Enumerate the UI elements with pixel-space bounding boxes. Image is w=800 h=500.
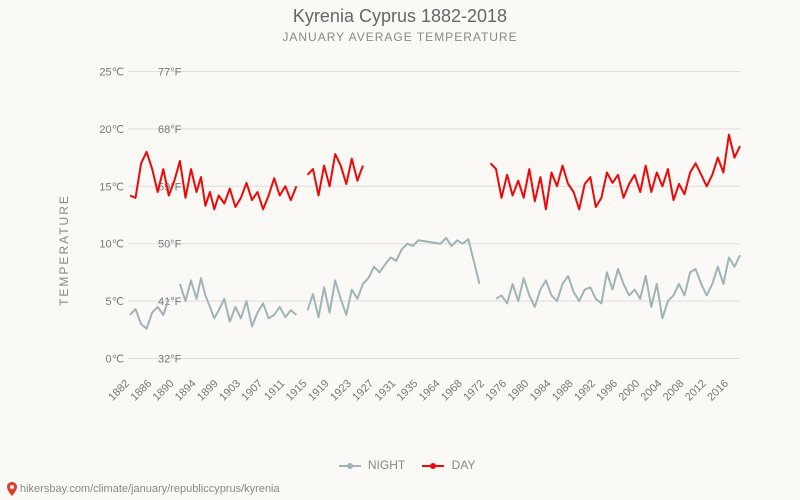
svg-text:1988: 1988 (550, 378, 576, 404)
svg-text:1976: 1976 (483, 378, 509, 404)
legend-swatch-night (339, 465, 361, 467)
svg-text:1927: 1927 (350, 378, 376, 404)
chart-subtitle: JANUARY AVERAGE TEMPERATURE (0, 30, 800, 44)
svg-text:2004: 2004 (639, 378, 665, 404)
legend-swatch-day (422, 465, 444, 467)
svg-text:41°F: 41°F (158, 296, 182, 308)
svg-text:1911: 1911 (262, 378, 287, 403)
y-axis-label: TEMPERATURE (57, 194, 71, 306)
svg-text:1894: 1894 (173, 378, 199, 404)
svg-text:1903: 1903 (217, 378, 243, 404)
climate-chart: Kyrenia Cyprus 1882-2018 JANUARY AVERAGE… (0, 0, 800, 500)
svg-text:1882: 1882 (106, 378, 132, 404)
svg-text:1992: 1992 (572, 378, 598, 404)
svg-text:20℃: 20℃ (99, 124, 124, 136)
svg-text:2000: 2000 (617, 378, 643, 404)
chart-title: Kyrenia Cyprus 1882-2018 (0, 6, 800, 27)
legend-label-night: NIGHT (368, 458, 405, 472)
location-pin-icon (6, 482, 18, 496)
series-day (130, 135, 740, 210)
svg-text:50°F: 50°F (158, 239, 182, 251)
svg-text:1915: 1915 (284, 378, 310, 404)
svg-text:1935: 1935 (395, 378, 421, 404)
y-axis-left: 0℃ 5℃ 10℃ 15℃ 20℃ 25℃ (99, 66, 124, 365)
svg-text:77°F: 77°F (158, 66, 182, 78)
svg-text:15℃: 15℃ (99, 181, 124, 193)
svg-text:1972: 1972 (461, 378, 487, 404)
svg-text:32°F: 32°F (158, 354, 182, 366)
series-night (130, 238, 740, 329)
svg-text:1899: 1899 (195, 378, 221, 404)
gridlines (128, 71, 740, 358)
series-group (130, 135, 740, 329)
svg-text:1964: 1964 (417, 378, 443, 404)
svg-text:5℃: 5℃ (106, 296, 124, 308)
svg-text:10℃: 10℃ (99, 239, 124, 251)
svg-text:1996: 1996 (594, 378, 620, 404)
svg-text:1968: 1968 (439, 378, 465, 404)
svg-text:1907: 1907 (239, 378, 265, 404)
footer-text: hikersbay.com/climate/january/republiccy… (20, 483, 280, 495)
plot-area: 0℃5℃10℃15℃20℃25℃ 32°F41°F50°F59°F68°F77°… (80, 55, 780, 425)
svg-text:2008: 2008 (661, 378, 687, 404)
legend: NIGHT DAY (0, 458, 800, 472)
svg-text:1980: 1980 (506, 378, 532, 404)
legend-label-day: DAY (452, 458, 476, 472)
svg-text:2012: 2012 (683, 378, 709, 404)
svg-text:2016: 2016 (705, 378, 731, 404)
svg-text:1984: 1984 (528, 378, 554, 404)
svg-text:68°F: 68°F (158, 124, 182, 136)
svg-text:0℃: 0℃ (106, 354, 124, 366)
svg-text:1886: 1886 (129, 378, 155, 404)
svg-text:1931: 1931 (373, 378, 399, 404)
svg-text:1923: 1923 (328, 378, 354, 404)
svg-text:1890: 1890 (151, 378, 177, 404)
svg-text:1919: 1919 (306, 378, 332, 404)
footer: hikersbay.com/climate/january/republiccy… (6, 482, 280, 496)
x-axis: 1882188618901894189919031907191119151919… (106, 378, 731, 404)
svg-text:25℃: 25℃ (99, 66, 124, 78)
y-axis-right: 32°F41°F50°F59°F68°F77°F (158, 66, 182, 365)
